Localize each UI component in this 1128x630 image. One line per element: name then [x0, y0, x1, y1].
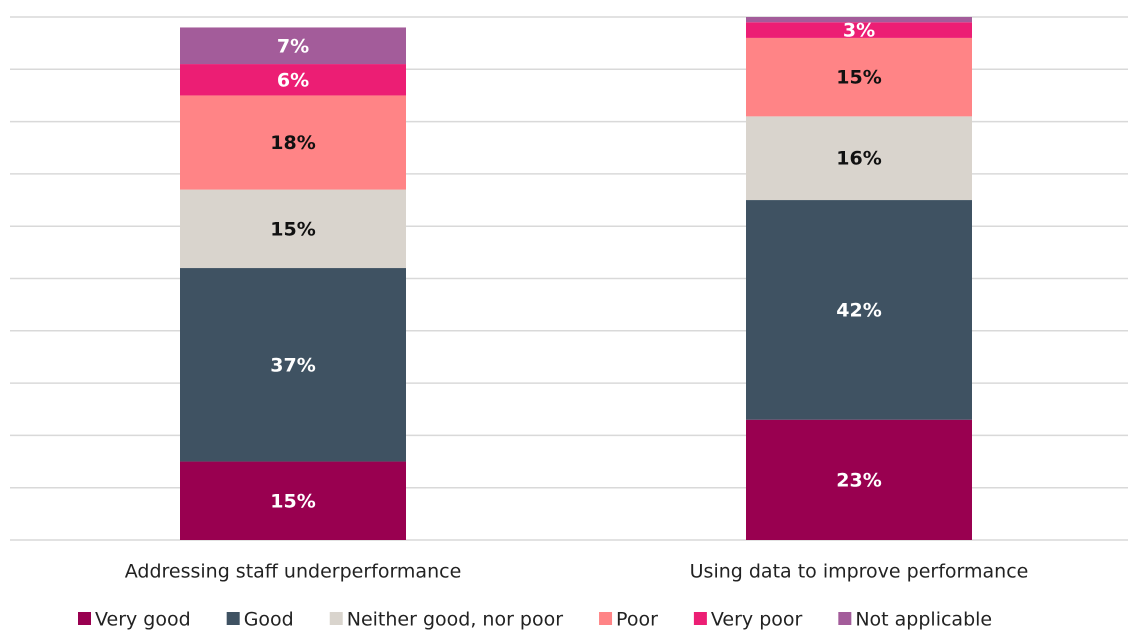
bar-segment [746, 37, 972, 117]
bar-segment [180, 27, 406, 65]
legend-swatch [78, 612, 91, 625]
legend-item: Good [226, 609, 294, 630]
legend-swatch [693, 612, 707, 625]
data-label: 15% [836, 67, 881, 89]
legend-label: Not applicable [855, 609, 992, 630]
legend-swatch [226, 612, 240, 625]
legend-label: Neither good, nor poor [347, 609, 563, 630]
data-label: 18% [270, 132, 315, 154]
data-label: 6% [277, 69, 309, 91]
legend-item: Neither good, nor poor [329, 609, 563, 630]
data-label: 3% [843, 20, 875, 42]
bar-segment [746, 22, 972, 38]
bar-segment [180, 189, 406, 269]
bar-segment [746, 17, 972, 23]
bar-segment [180, 268, 406, 462]
legend-item: Poor [599, 609, 658, 630]
bar-segment [746, 200, 972, 420]
legend-label: Very poor [711, 609, 803, 630]
data-label: 16% [836, 148, 881, 170]
data-label: 37% [270, 354, 315, 376]
x-tick-label: Addressing staff underperformance [125, 561, 462, 583]
legend-swatch [838, 612, 852, 625]
legend-item: Very good [78, 609, 191, 630]
legend-item: Very poor [693, 609, 803, 630]
bar-segment [746, 419, 972, 540]
bar-segment [746, 116, 972, 201]
bar-segment [180, 95, 406, 190]
legend-label: Poor [616, 609, 658, 630]
data-label: 15% [270, 218, 315, 240]
legend-swatch [329, 612, 343, 625]
data-label: 42% [836, 299, 881, 321]
legend-swatch [599, 612, 613, 625]
legend-label: Good [244, 609, 294, 630]
legend-label: Very good [95, 609, 191, 630]
data-label: 7% [277, 35, 309, 57]
bar-segment [180, 461, 406, 540]
data-label: 15% [270, 490, 315, 512]
data-label: 23% [836, 469, 881, 491]
legend-item: Not applicable [838, 609, 992, 630]
x-tick-label: Using data to improve performance [690, 561, 1029, 583]
bar-segment [180, 64, 406, 96]
